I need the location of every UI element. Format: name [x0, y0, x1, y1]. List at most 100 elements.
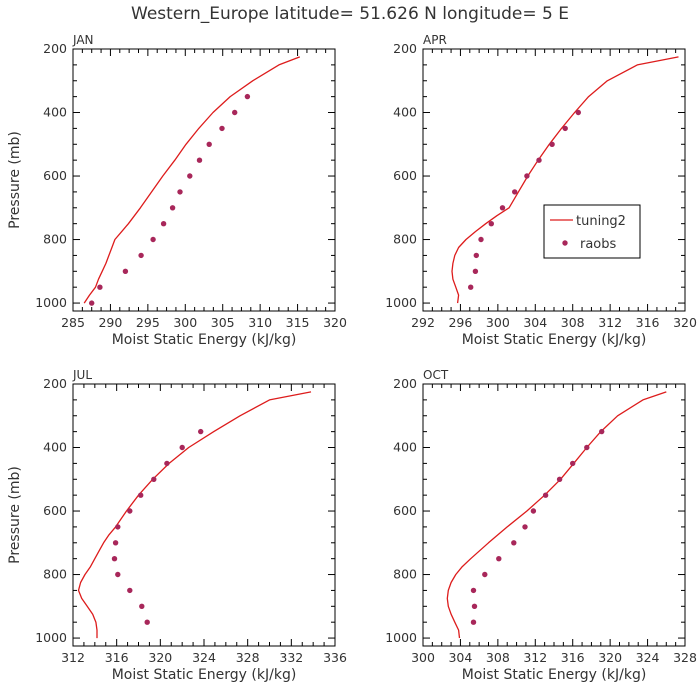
- series-group: [83, 56, 301, 306]
- raobs-point: [151, 476, 157, 482]
- y-tick-label: 200: [43, 376, 67, 391]
- raobs-point: [470, 619, 477, 625]
- plot-frame: [72, 383, 336, 647]
- series-line-tuning2: [451, 56, 679, 304]
- x-tick-label: 336: [323, 650, 347, 665]
- raobs-point: [488, 221, 494, 227]
- panel-label: APR: [423, 33, 447, 47]
- legend-entry-raobs: raobs: [580, 237, 617, 252]
- plot-frame: [72, 48, 336, 312]
- raobs-point: [160, 221, 167, 227]
- y-tick-label: 800: [43, 232, 67, 247]
- x-tick-label: 296: [448, 315, 472, 330]
- series-group: [77, 391, 312, 639]
- raobs-point: [536, 157, 542, 163]
- panel-oct: OCT 300 304 308 312 316 320 324 328 200 400 600 800 1…: [385, 368, 697, 683]
- raobs-point: [164, 460, 170, 467]
- raobs-point: [524, 173, 530, 179]
- x-tick-label: 308: [486, 650, 510, 665]
- figure-title: Western_Europe latitude= 51.626 N longit…: [131, 4, 569, 24]
- y-tick-label: 400: [43, 105, 67, 120]
- raobs-point: [89, 300, 95, 306]
- y-tick-label: 800: [393, 567, 417, 582]
- raobs-point: [549, 141, 555, 147]
- y-tick-label: 400: [43, 440, 67, 455]
- raobs-point: [179, 444, 185, 451]
- raobs-point: [468, 284, 474, 290]
- y-axis-label: Pressure (mb): [7, 131, 23, 229]
- x-tick-label: 316: [636, 315, 660, 330]
- raobs-point: [482, 571, 488, 578]
- raobs-point: [187, 173, 193, 179]
- raobs-point: [522, 524, 528, 530]
- raobs-point: [122, 268, 129, 274]
- raobs-point: [206, 141, 212, 147]
- raobs-point: [169, 205, 176, 211]
- raobs-point: [115, 524, 121, 530]
- x-axis-label: Moist Static Energy (kJ/kg): [462, 667, 647, 683]
- x-tick-label: 316: [105, 650, 129, 665]
- raobs-point: [127, 508, 133, 514]
- raobs-point: [499, 205, 506, 211]
- raobs-point: [139, 603, 145, 609]
- x-tick-label: 295: [136, 315, 160, 330]
- panels-group: JAN 285 290 295 300 305 310 315 320 200 400 600 800 1…: [7, 33, 697, 683]
- panel-label: JAN: [72, 33, 94, 47]
- raobs-point: [219, 125, 225, 132]
- y-tick-label: 800: [393, 232, 417, 247]
- y-tick-label: 1000: [35, 295, 67, 310]
- x-tick-label: 312: [523, 650, 547, 665]
- y-axis-label: Pressure (mb): [7, 466, 23, 564]
- x-tick-label: 328: [236, 650, 260, 665]
- raobs-point: [530, 508, 537, 514]
- x-tick-label: 300: [173, 315, 197, 330]
- panel-apr: APR 292 296 300 304 308 312 316 320 200 400 600 800 1…: [385, 33, 697, 348]
- raobs-point: [115, 571, 121, 578]
- raobs-point: [511, 540, 517, 546]
- series-line-tuning2: [83, 56, 301, 304]
- y-tick-label: 800: [43, 567, 67, 582]
- x-tick-label: 292: [411, 315, 435, 330]
- panel-jul: JUL 312 316 320 324 328 332 336 200 400 600 800 1000…: [7, 368, 347, 683]
- y-tick-label: 400: [393, 105, 417, 120]
- x-tick-label: 304: [523, 315, 547, 330]
- x-tick-label: 328: [673, 650, 697, 665]
- x-tick-label: 312: [598, 315, 622, 330]
- raobs-point: [556, 476, 563, 482]
- raobs-point: [562, 125, 568, 132]
- legend: tuning2 raobs: [543, 204, 641, 259]
- raobs-point: [478, 236, 484, 243]
- y-tick-label: 600: [393, 503, 417, 518]
- raobs-point: [111, 556, 118, 562]
- raobs-point: [496, 556, 502, 562]
- x-tick-label: 304: [448, 650, 472, 665]
- series-line-tuning2: [446, 391, 667, 639]
- panel-jan: JAN 285 290 295 300 305 310 315 320 200 400 600 800 1…: [7, 33, 347, 348]
- x-tick-label: 308: [561, 315, 585, 330]
- x-axis-label: Moist Static Energy (kJ/kg): [462, 332, 647, 348]
- raobs-point: [471, 603, 478, 609]
- legend-entry-tuning2: tuning2: [576, 214, 626, 229]
- raobs-point: [575, 109, 581, 116]
- raobs-point: [542, 492, 549, 498]
- raobs-point: [584, 444, 590, 451]
- panel-label: OCT: [423, 368, 449, 382]
- y-tick-label: 1000: [35, 630, 67, 645]
- x-tick-label: 285: [61, 315, 85, 330]
- series-group: [446, 391, 667, 639]
- raobs-point: [196, 157, 203, 163]
- legend-marker-swatch: [562, 240, 568, 246]
- y-tick-label: 200: [393, 41, 417, 56]
- x-tick-label: 320: [673, 315, 697, 330]
- y-tick-label: 600: [393, 168, 417, 183]
- x-tick-label: 300: [411, 650, 435, 665]
- raobs-point: [127, 587, 133, 594]
- raobs-point: [150, 236, 156, 243]
- y-tick-label: 1000: [385, 295, 417, 310]
- raobs-point: [244, 93, 251, 100]
- raobs-point: [472, 268, 479, 274]
- raobs-point: [570, 460, 576, 467]
- series-group: [451, 56, 679, 304]
- y-tick-label: 600: [43, 503, 67, 518]
- raobs-point: [232, 109, 238, 116]
